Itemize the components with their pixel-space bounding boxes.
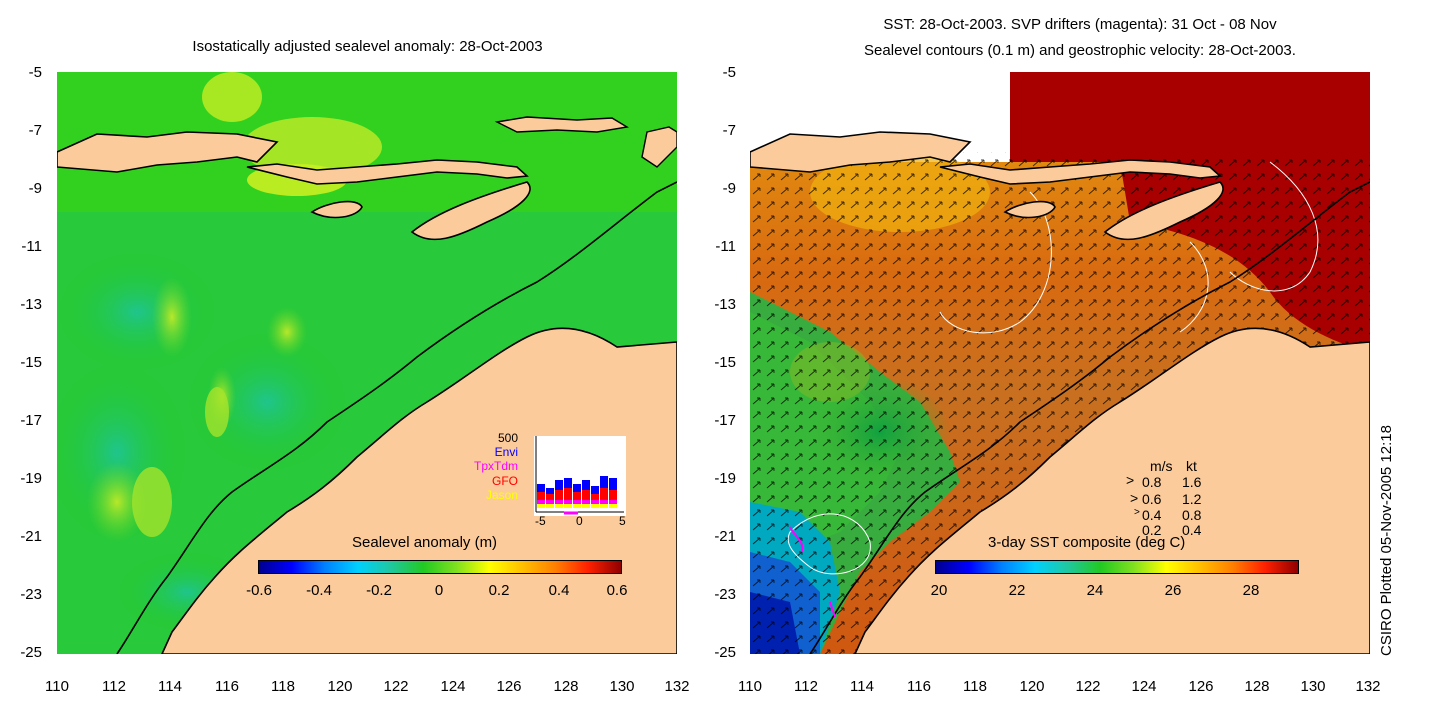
y-tick: -11 [715, 238, 736, 255]
inset-legend-jason: Jason [485, 488, 518, 502]
x-tick: 120 [1019, 678, 1045, 695]
x-tick: 120 [327, 678, 353, 695]
colorbar-tick: 0 [434, 582, 444, 599]
x-tick: 126 [1188, 678, 1214, 695]
x-tick: 116 [907, 678, 931, 695]
svp-drifter-track [829, 601, 836, 618]
sumba-island [310, 200, 363, 219]
y-tick: -7 [722, 122, 736, 139]
right-colorbar-label: 3-day SST composite (deg C) [988, 534, 1186, 551]
x-tick: 124 [440, 678, 466, 695]
y-tick: -7 [28, 122, 42, 139]
colorbar-tick: 28 [1242, 582, 1260, 599]
colorbar-tick: 22 [1008, 582, 1026, 599]
lesser-sunda-islands [939, 159, 1222, 185]
cloud-mask [750, 72, 1010, 132]
y-tick: -17 [714, 412, 736, 429]
legend-arrow-icon: > [1126, 472, 1135, 488]
legend-ms: 0.2 [1142, 522, 1162, 538]
y-tick: -21 [20, 528, 42, 545]
y-tick: -23 [714, 586, 736, 603]
x-tick: 128 [1244, 678, 1270, 695]
right-colorbar [935, 560, 1299, 574]
x-tick: 112 [794, 678, 818, 695]
legend-kt: 1.2 [1182, 491, 1202, 507]
legend-header-ms: m/s [1150, 458, 1173, 474]
colorbar-tick: 20 [930, 582, 948, 599]
svp-drifter-track [789, 526, 804, 553]
y-tick: -13 [20, 296, 42, 313]
inset-bars [534, 436, 626, 516]
inset-legend-gfo: GFO [492, 474, 518, 488]
inset-x-tick: 0 [576, 514, 583, 528]
inset-legend-tpxtdm: TpxTdm [473, 459, 518, 473]
right-map-title-line2: Sealevel contours (0.1 m) and geostrophi… [864, 42, 1296, 59]
y-tick: -21 [714, 528, 736, 545]
y-tick: -9 [722, 180, 736, 197]
timor-island [1103, 181, 1224, 241]
y-tick: -25 [20, 644, 42, 661]
x-tick: 128 [553, 678, 579, 695]
x-tick: 110 [738, 678, 762, 695]
x-tick: 118 [963, 678, 987, 695]
y-tick: -17 [20, 412, 42, 429]
x-tick: 124 [1131, 678, 1157, 695]
x-tick: 116 [215, 678, 239, 695]
legend-ms: 0.8 [1142, 474, 1162, 490]
x-tick: 122 [1075, 678, 1101, 695]
colorbar-tick: -0.4 [306, 582, 332, 599]
colorbar-tick: 0.4 [548, 582, 570, 599]
colorbar-tick: 0.2 [488, 582, 510, 599]
x-tick: 112 [102, 678, 126, 695]
x-tick: 114 [850, 678, 874, 695]
y-tick: -19 [714, 470, 736, 487]
legend-arrow-icon: > [1130, 490, 1139, 506]
inset-ymax: 500 [497, 431, 518, 445]
x-tick: 132 [664, 678, 690, 695]
colorbar-tick: -0.2 [366, 582, 392, 599]
legend-kt: 0.4 [1182, 522, 1202, 538]
legend-arrow-icon: > [1134, 507, 1140, 518]
x-tick: 132 [1355, 678, 1381, 695]
lesser-sunda-islands [246, 159, 529, 185]
java-island [750, 131, 972, 173]
colorbar-tick: 26 [1164, 582, 1182, 599]
legend-ms: 0.6 [1142, 491, 1162, 507]
timor-island [410, 181, 531, 241]
y-tick: -19 [20, 470, 42, 487]
legend-header-kt: kt [1186, 458, 1197, 474]
credit-text: CSIRO Plotted 05-Nov-2005 12:18 [1378, 425, 1395, 656]
y-tick: -15 [714, 354, 736, 371]
colorbar-tick: -0.6 [246, 582, 272, 599]
sumba-island [1003, 200, 1056, 219]
left-map-title: Isostatically adjusted sealevel anomaly:… [192, 38, 543, 55]
right-map-title-line1: SST: 28-Oct-2003. SVP drifters (magenta)… [883, 16, 1277, 33]
inset-x-tick: 5 [619, 514, 626, 528]
y-tick: -5 [722, 64, 736, 81]
inset-legend-envi: Envi [494, 445, 518, 459]
x-tick: 130 [1300, 678, 1326, 695]
x-tick: 122 [383, 678, 409, 695]
y-tick: -9 [28, 180, 42, 197]
y-tick: -5 [28, 64, 42, 81]
inset-x-tick: -5 [535, 514, 546, 528]
left-colorbar-label: Sealevel anomaly (m) [352, 534, 498, 551]
x-tick: 114 [158, 678, 182, 695]
x-tick: 130 [609, 678, 635, 695]
y-tick: -25 [714, 644, 736, 661]
colorbar-tick: 24 [1086, 582, 1104, 599]
legend-kt: 0.8 [1182, 507, 1202, 523]
x-tick: 118 [271, 678, 295, 695]
y-tick: -13 [714, 296, 736, 313]
x-tick: 126 [496, 678, 522, 695]
y-tick: -15 [20, 354, 42, 371]
legend-ms: 0.4 [1142, 507, 1162, 523]
colorbar-tick: 0.6 [606, 582, 628, 599]
y-tick: -11 [21, 238, 42, 255]
left-colorbar [258, 560, 622, 574]
java-island [57, 131, 279, 173]
legend-kt: 1.6 [1182, 474, 1202, 490]
y-tick: -23 [20, 586, 42, 603]
x-tick: 110 [45, 678, 69, 695]
